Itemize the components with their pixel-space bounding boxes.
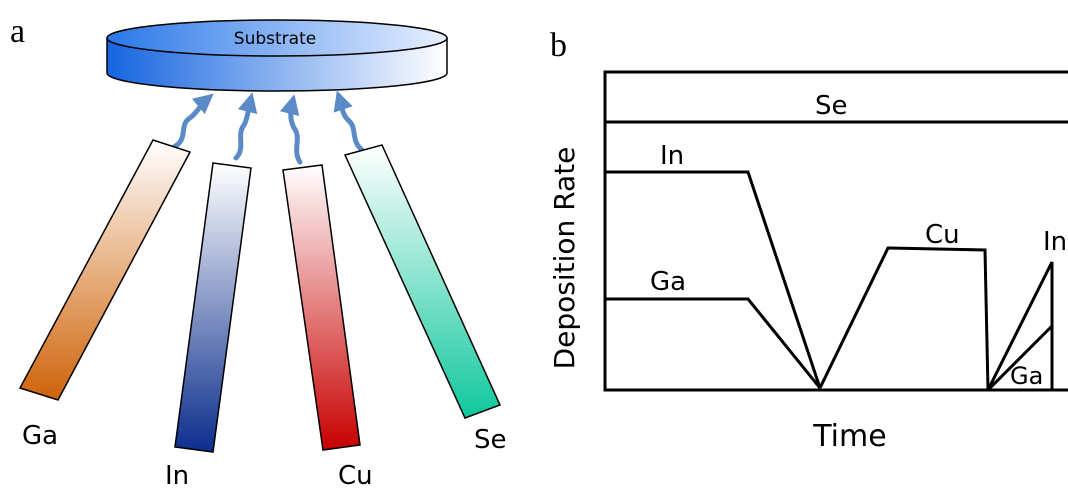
panel-label: b bbox=[550, 27, 567, 64]
y-axis-label: Deposition Rate bbox=[548, 147, 581, 370]
curve-label: Se bbox=[815, 91, 848, 121]
panel-label: a bbox=[10, 13, 25, 50]
source-label: In bbox=[165, 461, 189, 491]
ga-source bbox=[20, 140, 190, 400]
source-label: Ga bbox=[22, 421, 58, 451]
ga-curve bbox=[605, 299, 820, 388]
se-source bbox=[345, 145, 500, 418]
substrate-label: Substrate bbox=[234, 29, 316, 49]
curve-label: Ga bbox=[1010, 362, 1043, 390]
curve-label: In bbox=[660, 141, 684, 171]
source-label: Se bbox=[474, 425, 507, 455]
figure: a Substrate Ga In Cu Se b Se In Ga Cu In… bbox=[0, 0, 1068, 494]
source-label: Cu bbox=[338, 461, 373, 491]
curve-label: Ga bbox=[650, 267, 686, 297]
curve-label: In bbox=[1043, 227, 1067, 257]
x-axis-label: Time bbox=[812, 419, 886, 454]
flux-arrows bbox=[172, 100, 362, 162]
in-curve bbox=[605, 172, 820, 388]
curve-label: Cu bbox=[925, 220, 960, 250]
sources bbox=[20, 140, 500, 452]
cu-curve bbox=[820, 248, 988, 390]
in-source bbox=[175, 163, 251, 452]
cu-source bbox=[283, 165, 360, 450]
